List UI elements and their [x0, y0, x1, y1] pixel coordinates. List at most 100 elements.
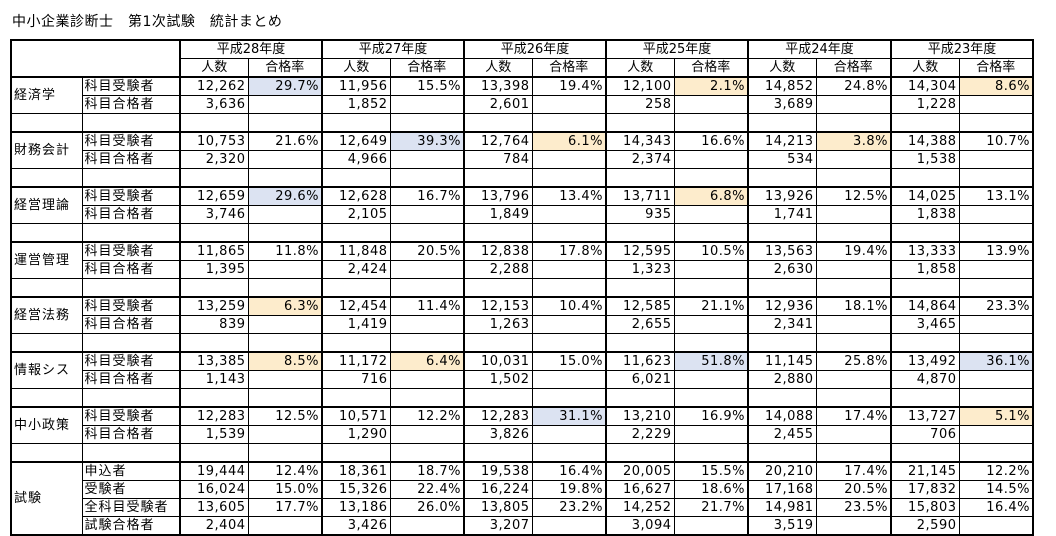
empty-cell[interactable]: [247, 223, 323, 243]
count-cell[interactable]: 14,304: [890, 76, 960, 96]
rate-cell[interactable]: 10.4%: [531, 296, 607, 316]
count-cell[interactable]: 1,539: [179, 425, 249, 444]
count-cell[interactable]: 13,605: [179, 498, 249, 517]
count-cell[interactable]: 12,595: [605, 241, 675, 261]
count-cell[interactable]: 13,727: [890, 406, 960, 426]
empty-cell[interactable]: [958, 388, 1034, 408]
empty-cell[interactable]: [321, 333, 391, 353]
empty-cell[interactable]: [179, 278, 249, 298]
count-cell[interactable]: 13,796: [463, 186, 533, 206]
count-cell[interactable]: 1,502: [463, 370, 533, 389]
count-cell[interactable]: 14,088: [747, 406, 817, 426]
count-cell[interactable]: 784: [463, 150, 533, 169]
rate-cell[interactable]: 6.3%: [247, 296, 323, 316]
count-cell[interactable]: 10,571: [321, 406, 391, 426]
empty-cell[interactable]: [747, 113, 817, 133]
rate-cell[interactable]: 19.8%: [531, 480, 607, 499]
rate-cell[interactable]: 8.5%: [247, 351, 323, 371]
rate-cell[interactable]: 15.0%: [531, 351, 607, 371]
rate-cell[interactable]: 19.4%: [531, 76, 607, 96]
empty-cell[interactable]: [389, 113, 465, 133]
empty-cell[interactable]: [463, 333, 533, 353]
count-cell[interactable]: 11,623: [605, 351, 675, 371]
count-cell[interactable]: 3,094: [605, 516, 675, 536]
empty-cell[interactable]: [531, 388, 607, 408]
rate-cell[interactable]: 51.8%: [673, 351, 749, 371]
count-cell[interactable]: 1,395: [179, 260, 249, 279]
count-cell[interactable]: 21,145: [890, 461, 960, 481]
rate-cell[interactable]: [958, 425, 1034, 444]
rate-cell[interactable]: [389, 516, 465, 536]
empty-cell[interactable]: [890, 443, 960, 463]
count-cell[interactable]: 12,100: [605, 76, 675, 96]
rate-cell[interactable]: 20.5%: [389, 241, 465, 261]
rate-cell[interactable]: 12.4%: [247, 461, 323, 481]
rate-cell[interactable]: 21.7%: [673, 498, 749, 517]
count-cell[interactable]: 11,865: [179, 241, 249, 261]
count-cell[interactable]: 3,636: [179, 95, 249, 114]
rate-cell[interactable]: [815, 260, 892, 279]
rate-cell[interactable]: [815, 370, 892, 389]
count-cell[interactable]: 13,492: [890, 351, 960, 371]
rate-cell[interactable]: [531, 315, 607, 334]
count-cell[interactable]: 534: [747, 150, 817, 169]
empty-cell[interactable]: [605, 388, 675, 408]
empty-cell[interactable]: [747, 168, 817, 188]
empty-cell[interactable]: [890, 333, 960, 353]
count-cell[interactable]: 16,627: [605, 480, 675, 499]
empty-cell[interactable]: [321, 223, 391, 243]
rate-cell[interactable]: 18.7%: [389, 461, 465, 481]
rate-cell[interactable]: 12.2%: [958, 461, 1034, 481]
rate-cell[interactable]: 21.1%: [673, 296, 749, 316]
rate-cell[interactable]: [531, 150, 607, 169]
empty-cell[interactable]: [247, 278, 323, 298]
count-cell[interactable]: 13,563: [747, 241, 817, 261]
count-cell[interactable]: 706: [890, 425, 960, 444]
empty-cell[interactable]: [958, 278, 1034, 298]
rate-cell[interactable]: [673, 516, 749, 536]
rate-cell[interactable]: [247, 425, 323, 444]
count-cell[interactable]: 14,025: [890, 186, 960, 206]
rate-cell[interactable]: [247, 150, 323, 169]
empty-cell[interactable]: [463, 443, 533, 463]
rate-cell[interactable]: 10.7%: [958, 131, 1034, 151]
rate-cell[interactable]: [531, 425, 607, 444]
count-cell[interactable]: 3,426: [321, 516, 391, 536]
count-cell[interactable]: 2,880: [747, 370, 817, 389]
count-cell[interactable]: 1,228: [890, 95, 960, 114]
empty-cell[interactable]: [389, 388, 465, 408]
empty-cell[interactable]: [605, 223, 675, 243]
empty-cell[interactable]: [463, 278, 533, 298]
count-cell[interactable]: 13,210: [605, 406, 675, 426]
rate-cell[interactable]: [673, 370, 749, 389]
rate-cell[interactable]: 10.5%: [673, 241, 749, 261]
count-cell[interactable]: 839: [179, 315, 249, 334]
empty-cell[interactable]: [247, 333, 323, 353]
rate-cell[interactable]: 23.5%: [815, 498, 892, 517]
count-cell[interactable]: 15,326: [321, 480, 391, 499]
rate-cell[interactable]: 12.2%: [389, 406, 465, 426]
empty-cell[interactable]: [605, 168, 675, 188]
count-cell[interactable]: 2,341: [747, 315, 817, 334]
rate-cell[interactable]: [389, 95, 465, 114]
count-cell[interactable]: 2,105: [321, 205, 391, 224]
empty-cell[interactable]: [815, 333, 892, 353]
empty-cell[interactable]: [179, 333, 249, 353]
count-cell[interactable]: 2,630: [747, 260, 817, 279]
count-cell[interactable]: 2,374: [605, 150, 675, 169]
count-cell[interactable]: 2,424: [321, 260, 391, 279]
empty-cell[interactable]: [463, 168, 533, 188]
rate-cell[interactable]: [389, 425, 465, 444]
empty-cell[interactable]: [389, 278, 465, 298]
rate-cell[interactable]: 15.5%: [673, 461, 749, 481]
rate-cell[interactable]: [531, 95, 607, 114]
rate-cell[interactable]: 3.8%: [815, 131, 892, 151]
empty-cell[interactable]: [605, 113, 675, 133]
empty-cell[interactable]: [389, 443, 465, 463]
empty-cell[interactable]: [463, 388, 533, 408]
empty-cell[interactable]: [321, 443, 391, 463]
count-cell[interactable]: 12,262: [179, 76, 249, 96]
count-cell[interactable]: 12,649: [321, 131, 391, 151]
rate-cell[interactable]: [673, 425, 749, 444]
empty-cell[interactable]: [890, 388, 960, 408]
